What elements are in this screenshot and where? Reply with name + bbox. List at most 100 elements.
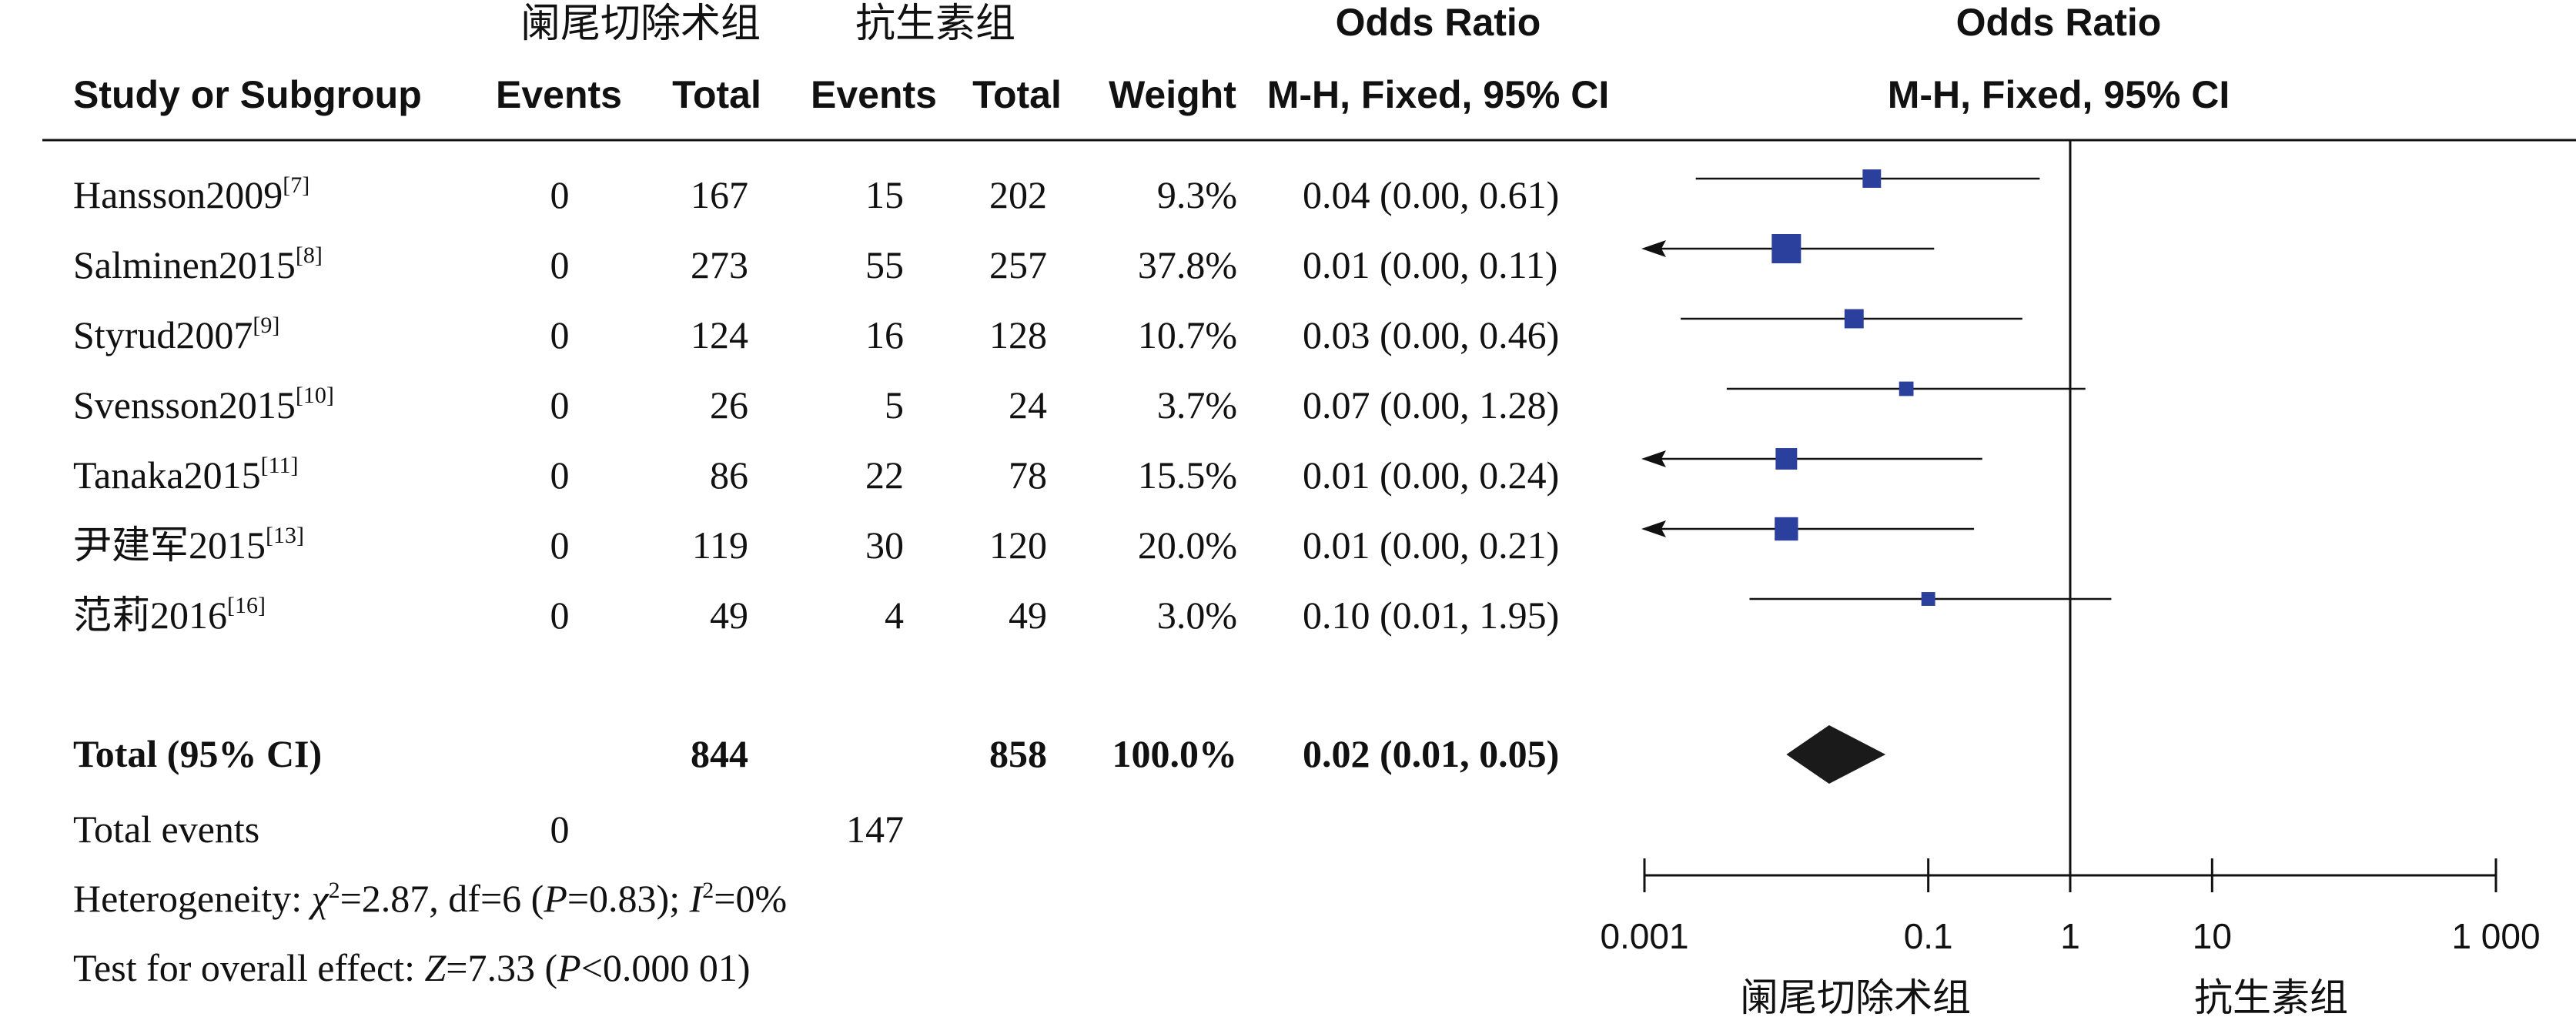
forest-plot-area: 0.001 0.1 1 10 1 000: [1600, 140, 2541, 956]
total-row: Total (95% CI) 844 858 100.0% 0.02 (0.01…: [73, 732, 1559, 775]
ctl-total-cell: 78: [1009, 453, 1047, 497]
study-name: 范莉2016[16]: [73, 593, 266, 637]
total-label: Total (95% CI): [73, 732, 322, 775]
exp-events-header: Events: [496, 73, 622, 116]
favours-right-label: 抗生素组: [2194, 975, 2348, 1020]
x-axis-tick-label: 1: [2060, 916, 2080, 956]
study-name: Tanaka2015[11]: [73, 453, 299, 497]
weight-cell: 37.8%: [1138, 243, 1237, 286]
study-row: Svensson2015[10] 0 26 5 24 3.7% 0.07 (0.00, 1.…: [73, 383, 1559, 427]
ci-arrow-left: [1641, 450, 1666, 467]
or-method-header: M-H, Fixed, 95% CI: [1267, 73, 1610, 116]
study-name: Styrud2007[9]: [73, 313, 279, 356]
exp-events-cell: 0: [550, 313, 570, 356]
study-row: Hansson2009[7] 0 167 15 202 9.3% 0.04 (0.00, 0…: [73, 172, 1559, 216]
exp-total-cell: 119: [692, 524, 748, 567]
x-axis-tick-label: 1 000: [2451, 916, 2540, 956]
total-ci-text: 0.02 (0.01, 0.05): [1303, 732, 1559, 775]
weight-cell: 3.7%: [1157, 383, 1237, 427]
ctl-total-header: Total: [972, 73, 1062, 116]
study-name: 尹建军2015[13]: [73, 523, 304, 567]
ctl-events-cell: 5: [885, 383, 904, 427]
weight-header: Weight: [1109, 73, 1236, 116]
total-ctl-total: 858: [989, 732, 1047, 775]
ctl-total-cell: 49: [1009, 594, 1047, 637]
study-square: [1899, 381, 1914, 396]
exp-total-cell: 167: [691, 173, 748, 216]
pooled-diamond: [1786, 725, 1886, 784]
ctl-total-cell: 24: [1009, 383, 1047, 427]
exp-total-cell: 124: [691, 313, 748, 356]
study-row: 尹建军2015[13] 0 119 30 120 20.0% 0.01 (0.00, 0.2…: [73, 523, 1559, 567]
or-ci-cell: 0.04 (0.00, 0.61): [1303, 173, 1559, 216]
total-events-label: Total events: [73, 808, 259, 851]
study-column-header: Study or Subgroup: [73, 73, 422, 116]
plot-method-header: M-H, Fixed, 95% CI: [1888, 73, 2230, 116]
ctl-events-cell: 15: [865, 173, 904, 216]
ctl-events-cell: 30: [865, 524, 904, 567]
study-row: Tanaka2015[11] 0 86 22 78 15.5% 0.01 (0.00, 0.…: [73, 453, 1559, 497]
or-ci-cell: 0.03 (0.00, 0.46): [1303, 313, 1559, 356]
ctl-events-header: Events: [811, 73, 937, 116]
weight-cell: 10.7%: [1138, 313, 1237, 356]
control-group-header: 抗生素组: [855, 1, 1015, 47]
exp-events-cell: 0: [550, 173, 570, 216]
or-title-header: Odds Ratio: [1336, 1, 1541, 44]
total-events-row: Total events 0 147: [73, 808, 904, 851]
study-square: [1771, 234, 1802, 263]
ctl-events-cell: 16: [865, 313, 904, 356]
or-ci-cell: 0.01 (0.00, 0.24): [1303, 453, 1559, 497]
exp-total-cell: 49: [710, 594, 748, 637]
or-ci-cell: 0.07 (0.00, 1.28): [1303, 383, 1559, 427]
x-axis-tick-label: 0.1: [1904, 916, 1953, 956]
study-square: [1775, 448, 1798, 470]
ci-arrow-left: [1641, 520, 1666, 537]
x-axis-tick-label: 0.001: [1600, 916, 1688, 956]
ctl-total-cell: 120: [989, 524, 1047, 567]
overall-effect-text: Test for overall effect: Z=7.33 (P<0.000…: [73, 946, 751, 989]
ctl-events-cell: 22: [865, 453, 904, 497]
exp-events-cell: 0: [550, 524, 570, 567]
ctl-events-cell: 55: [865, 243, 904, 286]
study-rows: Hansson2009[7] 0 167 15 202 9.3% 0.04 (0.00, 0…: [73, 172, 1559, 637]
favours-left-label: 阑尾切除术组: [1740, 975, 1971, 1020]
total-exp-total: 844: [691, 732, 748, 775]
exp-events-cell: 0: [550, 243, 570, 286]
weight-cell: 20.0%: [1138, 524, 1237, 567]
exp-events-cell: 0: [550, 453, 570, 497]
exp-total-cell: 26: [710, 383, 748, 427]
study-square: [1862, 169, 1882, 188]
exp-events-cell: 0: [550, 383, 570, 427]
exp-events-cell: 0: [550, 594, 570, 637]
ci-arrow-left: [1641, 240, 1666, 257]
study-name: Salminen2015[8]: [73, 243, 323, 286]
study-name: Svensson2015[10]: [73, 383, 334, 427]
or-ci-cell: 0.10 (0.01, 1.95): [1303, 594, 1559, 637]
study-square: [1844, 309, 1864, 329]
total-weight: 100.0%: [1112, 732, 1238, 775]
plot-title-header: Odds Ratio: [1956, 1, 2162, 44]
ctl-total-cell: 202: [989, 173, 1047, 216]
heterogeneity-text: Heterogeneity: χ2=2.87, df=6 (P=0.83); I…: [73, 877, 787, 920]
weight-cell: 3.0%: [1157, 594, 1237, 637]
study-square: [1775, 517, 1798, 541]
exp-total-cell: 273: [691, 243, 748, 286]
study-row: Salminen2015[8] 0 273 55 257 37.8% 0.01 (0.00,…: [73, 243, 1557, 286]
study-square: [1921, 592, 1935, 606]
or-ci-cell: 0.01 (0.00, 0.21): [1303, 524, 1559, 567]
exp-total-header: Total: [672, 73, 761, 116]
exp-total-cell: 86: [710, 453, 748, 497]
ctl-events-cell: 4: [885, 594, 904, 637]
study-row: Styrud2007[9] 0 124 16 128 10.7% 0.03 (0.00, 0…: [73, 313, 1559, 356]
or-ci-cell: 0.01 (0.00, 0.11): [1303, 243, 1557, 286]
experimental-group-header: 阑尾切除术组: [520, 1, 761, 47]
total-events-exp: 0: [550, 808, 570, 851]
study-row: 范莉2016[16] 0 49 4 49 3.0% 0.10 (0.01, 1.95): [73, 593, 1559, 637]
weight-cell: 15.5%: [1138, 453, 1237, 497]
study-name: Hansson2009[7]: [73, 172, 309, 216]
x-axis-tick-label: 10: [2193, 916, 2232, 956]
ctl-total-cell: 128: [989, 313, 1047, 356]
ctl-total-cell: 257: [989, 243, 1047, 286]
